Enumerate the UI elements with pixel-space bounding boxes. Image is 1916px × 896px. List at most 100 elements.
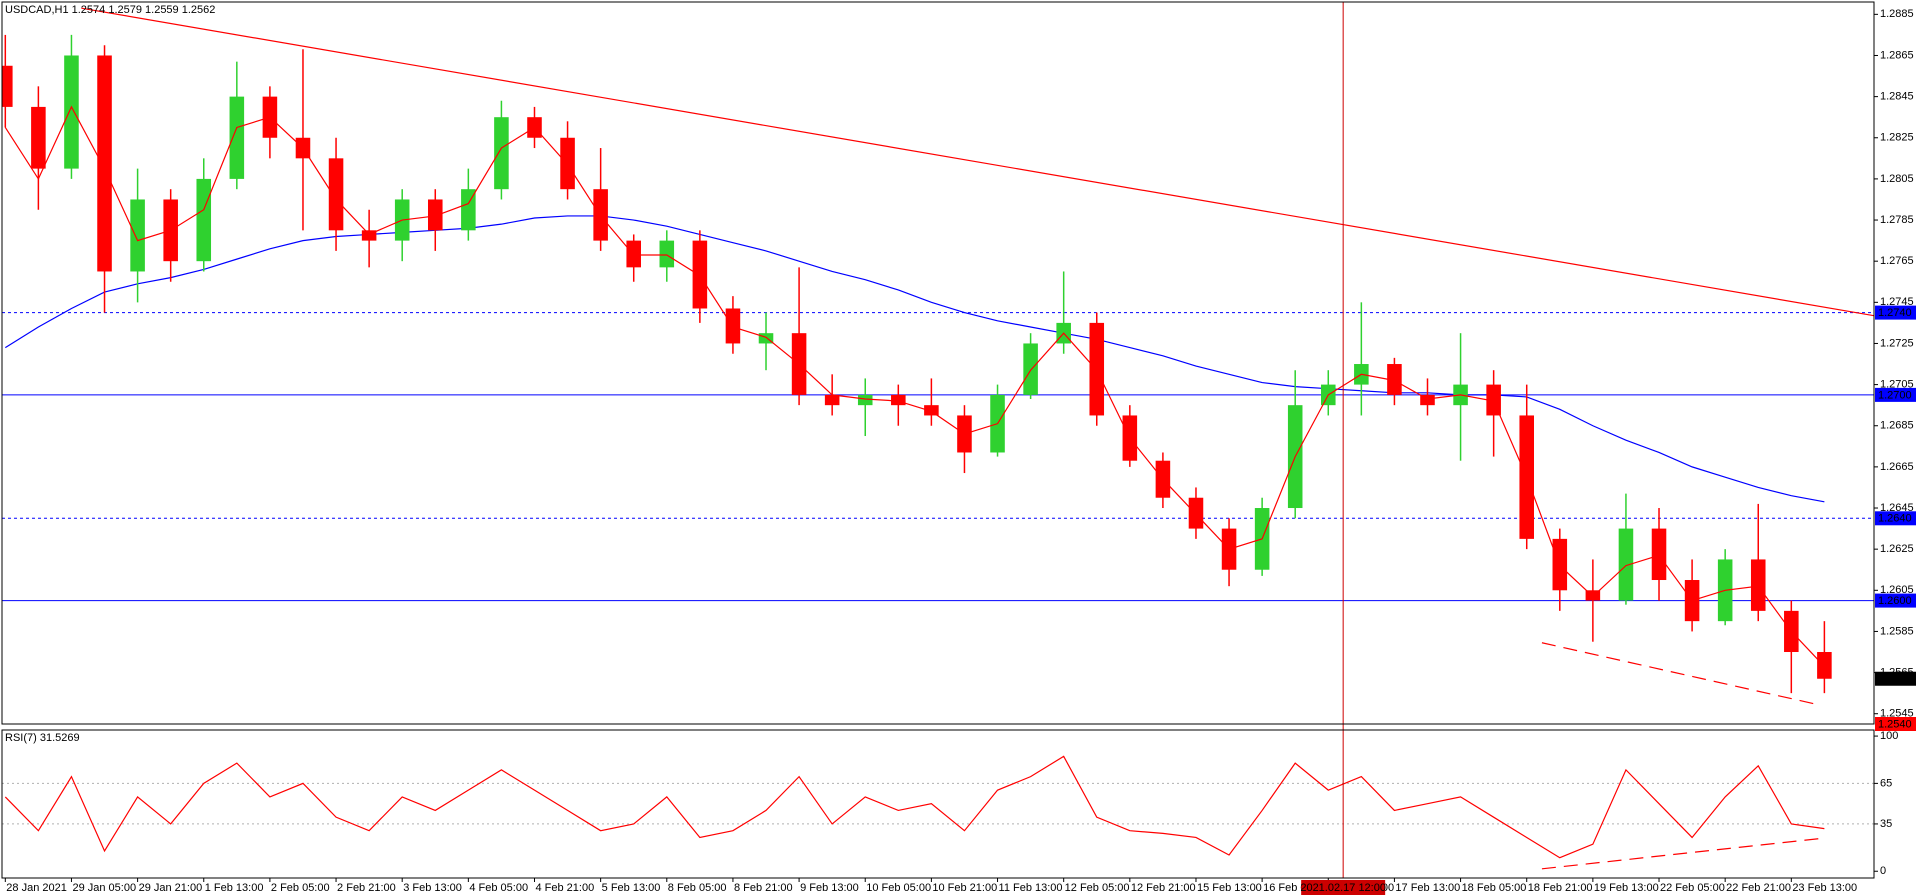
y-tick-label: 1.2765 [1880, 255, 1914, 267]
rsi-frame [1, 729, 1875, 879]
y-tick-label: 1.2725 [1880, 337, 1914, 349]
candle-body [692, 240, 708, 309]
candle-body [64, 55, 79, 169]
x-tick-label: 5 Feb 13:00 [602, 882, 661, 894]
candle-body [229, 96, 245, 179]
candle-body [1750, 559, 1766, 611]
x-tick-label: 9 Feb 13:00 [800, 882, 859, 894]
rsi-tick-label: 0 [1880, 865, 1886, 877]
x-tick-label: 12 Feb 21:00 [1131, 882, 1196, 894]
candle-body [1420, 394, 1435, 406]
candle-body [1585, 590, 1601, 601]
level-tag [1875, 717, 1916, 731]
candle-body [824, 394, 840, 406]
candle-body [1817, 652, 1832, 679]
candle-body [427, 199, 443, 231]
candle-body [1023, 343, 1038, 395]
y-tick-label: 1.2645 [1880, 502, 1914, 514]
level-label: 1.2700 [1878, 389, 1912, 401]
y-tick-label: 1.2825 [1880, 132, 1914, 144]
rsi-title: RSI(7) 31.5269 [5, 732, 80, 744]
x-tick-label: 22 Feb 21:00 [1726, 882, 1791, 894]
y-tick-label: 1.2885 [1880, 8, 1914, 20]
candle-body [626, 240, 641, 268]
trendline [1541, 642, 1821, 706]
candle-body [1651, 528, 1667, 581]
candle-body [494, 117, 509, 190]
x-tick-label: 8 Feb 05:00 [668, 882, 727, 894]
y-tick-label: 1.2805 [1880, 173, 1914, 185]
price-frame [1, 1, 1875, 725]
level-label: 1.2540 [1878, 718, 1912, 730]
x-tick-label: 10 Feb 05:00 [866, 882, 931, 894]
candle-body [2, 65, 13, 107]
last-price-tag [1875, 671, 1916, 686]
rsi-tick-label: 65 [1880, 777, 1892, 789]
x-tick-label: 2 Feb 05:00 [271, 882, 330, 894]
x-tick-label: 18 Feb 21:00 [1528, 882, 1593, 894]
level-label: 1.2740 [1878, 307, 1912, 319]
x-tick-label: 12 Feb 05:00 [1065, 882, 1130, 894]
x-tick-label: 4 Feb 05:00 [469, 882, 528, 894]
level-tag [1875, 511, 1916, 526]
y-tick-label: 1.2685 [1880, 420, 1914, 432]
y-tick-label: 1.2845 [1880, 91, 1914, 103]
x-tick-label: 3 Feb 13:00 [403, 882, 462, 894]
x-tick-label: 22 Feb 05:00 [1660, 882, 1725, 894]
trendline [81, 7, 1874, 317]
x-tick-label: 29 Jan 05:00 [72, 882, 136, 894]
candle-body [1387, 364, 1402, 395]
overlay: 1.2885 1.2865 1.2845 1.2825 1.2805 1.2785 1.27… [4, 2, 1916, 895]
candle-body [1486, 384, 1501, 416]
y-tick-label: 1.2865 [1880, 49, 1914, 61]
x-tick-label: 4 Feb 21:00 [535, 882, 594, 894]
x-tick-label: 17 Feb 13:00 [1395, 882, 1460, 894]
moving-average [4, 215, 1825, 503]
candle-body [560, 137, 575, 190]
crosshair-tag [1301, 880, 1386, 895]
candle-body [97, 55, 112, 272]
level-tag [1875, 305, 1916, 320]
y-tick-label: 1.2785 [1880, 214, 1914, 226]
price-panel [2, 7, 1874, 724]
level-label: 1.2600 [1878, 595, 1912, 607]
crosshair-label: 2021.02.17 12:00 [1300, 882, 1386, 894]
candle-body [461, 189, 476, 231]
x-tick-label: 19 Feb 13:00 [1594, 882, 1659, 894]
symbol-info: USDCAD,H1 1.2574 1.2579 1.2559 1.2562 [5, 4, 215, 16]
rsi-panel [2, 755, 1874, 870]
candle-body [328, 158, 344, 231]
x-tick-label: 11 Feb 13:00 [999, 882, 1063, 894]
trendline [1541, 837, 1824, 870]
candle-body [659, 240, 675, 268]
candle-body [924, 405, 939, 416]
x-tick-label: 18 Feb 05:00 [1462, 882, 1527, 894]
y-tick-label: 1.2625 [1880, 543, 1914, 555]
moving-average [4, 105, 1825, 667]
rsi-tick-label: 100 [1880, 730, 1898, 742]
candle-body [891, 394, 906, 406]
x-tick-label: 28 Jan 2021 [6, 882, 67, 894]
candle-body [361, 230, 377, 241]
rsi-line [4, 755, 1825, 859]
x-tick-label: 2 Feb 21:00 [337, 882, 396, 894]
last-price-label: 1.2562 [1878, 673, 1912, 685]
rsi-tick-label: 35 [1880, 818, 1892, 830]
candle-body [31, 106, 46, 169]
level-tag [1875, 387, 1916, 402]
candle-body [758, 333, 774, 344]
y-tick-label: 1.2665 [1880, 461, 1914, 473]
candle-body [1618, 528, 1634, 601]
candle-body [1188, 497, 1204, 529]
level-tag [1875, 593, 1916, 608]
y-tick-label: 1.2605 [1880, 584, 1914, 596]
candle-body [130, 199, 145, 272]
y-tick-label: 1.2745 [1880, 296, 1914, 308]
y-tick-label: 1.2585 [1880, 625, 1914, 637]
x-tick-label: 10 Feb 21:00 [932, 882, 997, 894]
x-tick-label: 29 Jan 21:00 [139, 882, 203, 894]
x-tick-label: 8 Feb 21:00 [734, 882, 793, 894]
candle-body [857, 394, 873, 406]
